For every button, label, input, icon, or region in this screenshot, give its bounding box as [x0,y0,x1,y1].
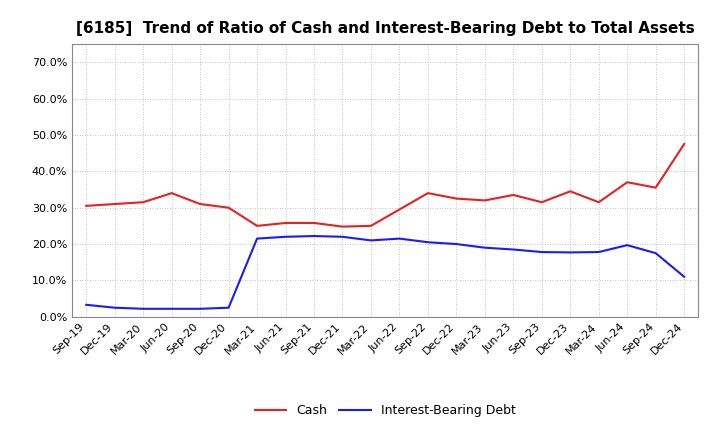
Interest-Bearing Debt [82,302,91,308]
Interest-Bearing Debt [310,233,318,238]
Cash [225,205,233,210]
Interest-Bearing Debt [282,234,290,239]
Cash [509,192,518,198]
Cash [139,200,148,205]
Cash [480,198,489,203]
Line: Cash: Cash [86,144,684,227]
Interest-Bearing Debt [110,305,119,310]
Cash [282,220,290,226]
Cash [110,202,119,207]
Interest-Bearing Debt [366,238,375,243]
Cash [253,223,261,228]
Interest-Bearing Debt [253,236,261,241]
Cash [595,200,603,205]
Cash [167,191,176,196]
Interest-Bearing Debt [395,236,404,241]
Cash [652,185,660,191]
Cash [196,202,204,207]
Interest-Bearing Debt [423,240,432,245]
Cash [395,207,404,212]
Interest-Bearing Debt [509,247,518,252]
Interest-Bearing Debt [196,306,204,312]
Cash [623,180,631,185]
Interest-Bearing Debt [680,274,688,279]
Interest-Bearing Debt [566,250,575,255]
Cash [423,191,432,196]
Cash [338,224,347,229]
Interest-Bearing Debt [338,234,347,239]
Interest-Bearing Debt [225,305,233,310]
Cash [566,189,575,194]
Interest-Bearing Debt [623,242,631,248]
Line: Interest-Bearing Debt: Interest-Bearing Debt [86,236,684,309]
Cash [537,200,546,205]
Interest-Bearing Debt [452,242,461,247]
Interest-Bearing Debt [537,249,546,255]
Cash [680,141,688,147]
Cash [452,196,461,201]
Cash [366,223,375,228]
Interest-Bearing Debt [167,306,176,312]
Cash [310,220,318,226]
Legend: Cash, Interest-Bearing Debt: Cash, Interest-Bearing Debt [250,400,521,422]
Title: [6185]  Trend of Ratio of Cash and Interest-Bearing Debt to Total Assets: [6185] Trend of Ratio of Cash and Intere… [76,21,695,36]
Interest-Bearing Debt [139,306,148,312]
Cash [82,203,91,209]
Interest-Bearing Debt [652,250,660,256]
Interest-Bearing Debt [595,249,603,255]
Interest-Bearing Debt [480,245,489,250]
